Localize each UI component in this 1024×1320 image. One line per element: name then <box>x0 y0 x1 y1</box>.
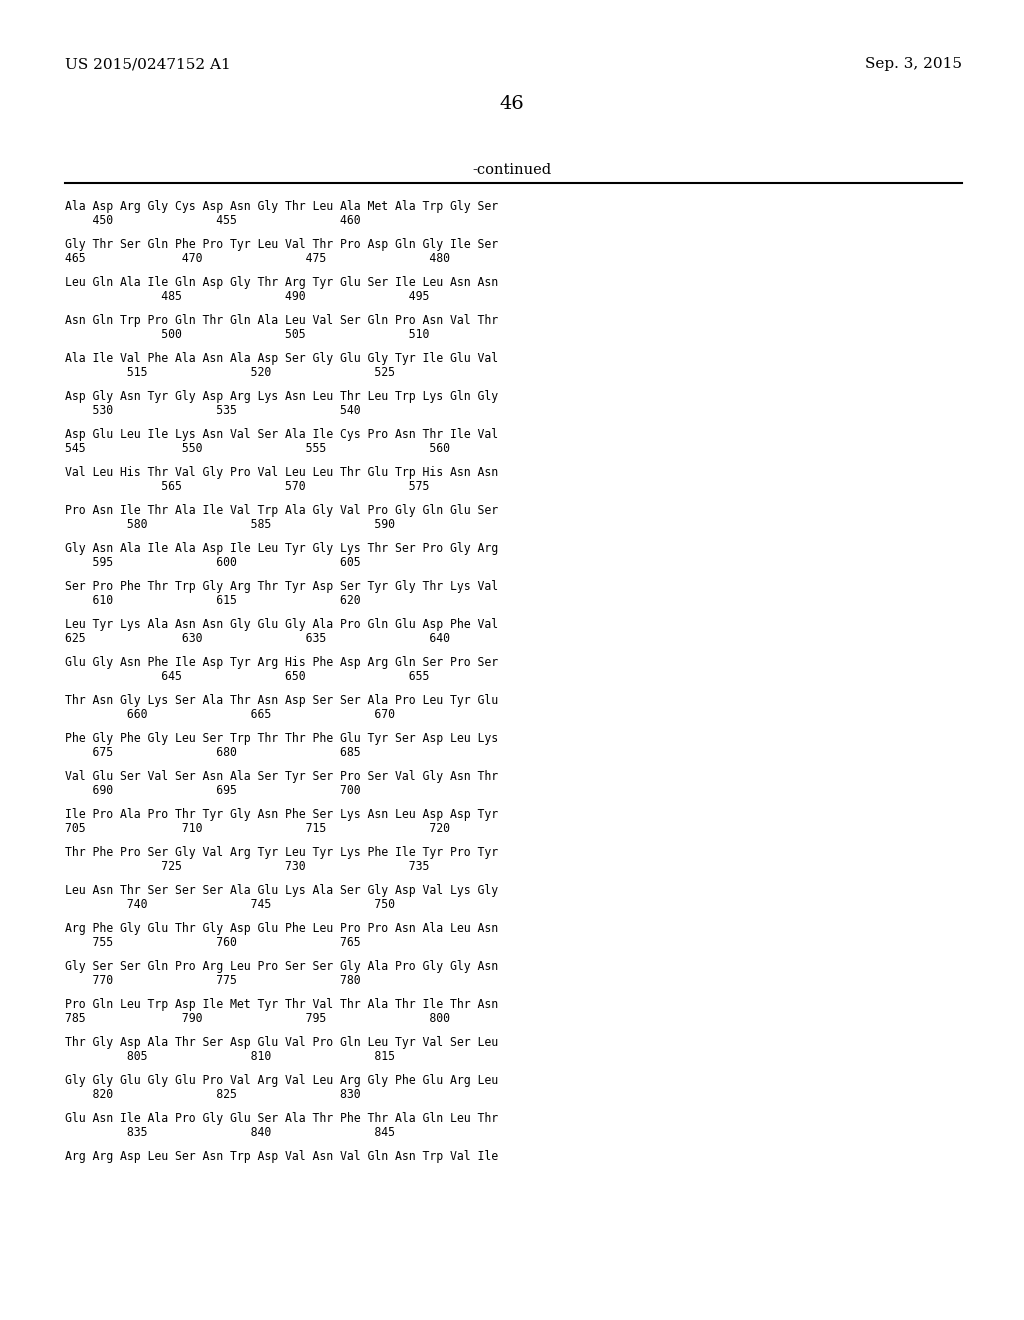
Text: Gly Ser Ser Gln Pro Arg Leu Pro Ser Ser Gly Ala Pro Gly Gly Asn: Gly Ser Ser Gln Pro Arg Leu Pro Ser Ser … <box>65 960 498 973</box>
Text: Glu Asn Ile Ala Pro Gly Glu Ser Ala Thr Phe Thr Ala Gln Leu Thr: Glu Asn Ile Ala Pro Gly Glu Ser Ala Thr … <box>65 1111 498 1125</box>
Text: 595               600               605: 595 600 605 <box>65 556 360 569</box>
Text: 500               505               510: 500 505 510 <box>65 327 429 341</box>
Text: 725               730               735: 725 730 735 <box>65 861 429 873</box>
Text: 770               775               780: 770 775 780 <box>65 974 360 987</box>
Text: Arg Phe Gly Glu Thr Gly Asp Glu Phe Leu Pro Pro Asn Ala Leu Asn: Arg Phe Gly Glu Thr Gly Asp Glu Phe Leu … <box>65 921 498 935</box>
Text: Arg Arg Asp Leu Ser Asn Trp Asp Val Asn Val Gln Asn Trp Val Ile: Arg Arg Asp Leu Ser Asn Trp Asp Val Asn … <box>65 1150 498 1163</box>
Text: Val Glu Ser Val Ser Asn Ala Ser Tyr Ser Pro Ser Val Gly Asn Thr: Val Glu Ser Val Ser Asn Ala Ser Tyr Ser … <box>65 770 498 783</box>
Text: Glu Gly Asn Phe Ile Asp Tyr Arg His Phe Asp Arg Gln Ser Pro Ser: Glu Gly Asn Phe Ile Asp Tyr Arg His Phe … <box>65 656 498 669</box>
Text: Thr Phe Pro Ser Gly Val Arg Tyr Leu Tyr Lys Phe Ile Tyr Pro Tyr: Thr Phe Pro Ser Gly Val Arg Tyr Leu Tyr … <box>65 846 498 859</box>
Text: 755               760               765: 755 760 765 <box>65 936 360 949</box>
Text: 805               810               815: 805 810 815 <box>65 1049 395 1063</box>
Text: Ile Pro Ala Pro Thr Tyr Gly Asn Phe Ser Lys Asn Leu Asp Asp Tyr: Ile Pro Ala Pro Thr Tyr Gly Asn Phe Ser … <box>65 808 498 821</box>
Text: Asp Gly Asn Tyr Gly Asp Arg Lys Asn Leu Thr Leu Trp Lys Gln Gly: Asp Gly Asn Tyr Gly Asp Arg Lys Asn Leu … <box>65 389 498 403</box>
Text: 625              630               635               640: 625 630 635 640 <box>65 632 450 645</box>
Text: 820               825               830: 820 825 830 <box>65 1088 360 1101</box>
Text: 675               680               685: 675 680 685 <box>65 746 360 759</box>
Text: 530               535               540: 530 535 540 <box>65 404 360 417</box>
Text: Thr Gly Asp Ala Thr Ser Asp Glu Val Pro Gln Leu Tyr Val Ser Leu: Thr Gly Asp Ala Thr Ser Asp Glu Val Pro … <box>65 1036 498 1049</box>
Text: Asn Gln Trp Pro Gln Thr Gln Ala Leu Val Ser Gln Pro Asn Val Thr: Asn Gln Trp Pro Gln Thr Gln Ala Leu Val … <box>65 314 498 327</box>
Text: Gly Gly Glu Gly Glu Pro Val Arg Val Leu Arg Gly Phe Glu Arg Leu: Gly Gly Glu Gly Glu Pro Val Arg Val Leu … <box>65 1074 498 1086</box>
Text: Thr Asn Gly Lys Ser Ala Thr Asn Asp Ser Ser Ala Pro Leu Tyr Glu: Thr Asn Gly Lys Ser Ala Thr Asn Asp Ser … <box>65 694 498 708</box>
Text: 580               585               590: 580 585 590 <box>65 517 395 531</box>
Text: Ser Pro Phe Thr Trp Gly Arg Thr Tyr Asp Ser Tyr Gly Thr Lys Val: Ser Pro Phe Thr Trp Gly Arg Thr Tyr Asp … <box>65 579 498 593</box>
Text: 660               665               670: 660 665 670 <box>65 708 395 721</box>
Text: 740               745               750: 740 745 750 <box>65 898 395 911</box>
Text: 485               490               495: 485 490 495 <box>65 290 429 304</box>
Text: 465              470               475               480: 465 470 475 480 <box>65 252 450 265</box>
Text: Val Leu His Thr Val Gly Pro Val Leu Leu Thr Glu Trp His Asn Asn: Val Leu His Thr Val Gly Pro Val Leu Leu … <box>65 466 498 479</box>
Text: Leu Asn Thr Ser Ser Ser Ala Glu Lys Ala Ser Gly Asp Val Lys Gly: Leu Asn Thr Ser Ser Ser Ala Glu Lys Ala … <box>65 884 498 898</box>
Text: -continued: -continued <box>472 162 552 177</box>
Text: Gly Thr Ser Gln Phe Pro Tyr Leu Val Thr Pro Asp Gln Gly Ile Ser: Gly Thr Ser Gln Phe Pro Tyr Leu Val Thr … <box>65 238 498 251</box>
Text: 705              710               715               720: 705 710 715 720 <box>65 822 450 836</box>
Text: 785              790               795               800: 785 790 795 800 <box>65 1012 450 1026</box>
Text: 565               570               575: 565 570 575 <box>65 480 429 492</box>
Text: 645               650               655: 645 650 655 <box>65 671 429 682</box>
Text: Asp Glu Leu Ile Lys Asn Val Ser Ala Ile Cys Pro Asn Thr Ile Val: Asp Glu Leu Ile Lys Asn Val Ser Ala Ile … <box>65 428 498 441</box>
Text: 610               615               620: 610 615 620 <box>65 594 360 607</box>
Text: Leu Tyr Lys Ala Asn Asn Gly Glu Gly Ala Pro Gln Glu Asp Phe Val: Leu Tyr Lys Ala Asn Asn Gly Glu Gly Ala … <box>65 618 498 631</box>
Text: 835               840               845: 835 840 845 <box>65 1126 395 1139</box>
Text: Pro Gln Leu Trp Asp Ile Met Tyr Thr Val Thr Ala Thr Ile Thr Asn: Pro Gln Leu Trp Asp Ile Met Tyr Thr Val … <box>65 998 498 1011</box>
Text: Phe Gly Phe Gly Leu Ser Trp Thr Thr Phe Glu Tyr Ser Asp Leu Lys: Phe Gly Phe Gly Leu Ser Trp Thr Thr Phe … <box>65 733 498 744</box>
Text: Ala Asp Arg Gly Cys Asp Asn Gly Thr Leu Ala Met Ala Trp Gly Ser: Ala Asp Arg Gly Cys Asp Asn Gly Thr Leu … <box>65 201 498 213</box>
Text: Leu Gln Ala Ile Gln Asp Gly Thr Arg Tyr Glu Ser Ile Leu Asn Asn: Leu Gln Ala Ile Gln Asp Gly Thr Arg Tyr … <box>65 276 498 289</box>
Text: Gly Asn Ala Ile Ala Asp Ile Leu Tyr Gly Lys Thr Ser Pro Gly Arg: Gly Asn Ala Ile Ala Asp Ile Leu Tyr Gly … <box>65 543 498 554</box>
Text: 515               520               525: 515 520 525 <box>65 366 395 379</box>
Text: Sep. 3, 2015: Sep. 3, 2015 <box>865 57 962 71</box>
Text: 46: 46 <box>500 95 524 114</box>
Text: 450               455               460: 450 455 460 <box>65 214 360 227</box>
Text: Pro Asn Ile Thr Ala Ile Val Trp Ala Gly Val Pro Gly Gln Glu Ser: Pro Asn Ile Thr Ala Ile Val Trp Ala Gly … <box>65 504 498 517</box>
Text: US 2015/0247152 A1: US 2015/0247152 A1 <box>65 57 230 71</box>
Text: 690               695               700: 690 695 700 <box>65 784 360 797</box>
Text: 545              550               555               560: 545 550 555 560 <box>65 442 450 455</box>
Text: Ala Ile Val Phe Ala Asn Ala Asp Ser Gly Glu Gly Tyr Ile Glu Val: Ala Ile Val Phe Ala Asn Ala Asp Ser Gly … <box>65 352 498 366</box>
